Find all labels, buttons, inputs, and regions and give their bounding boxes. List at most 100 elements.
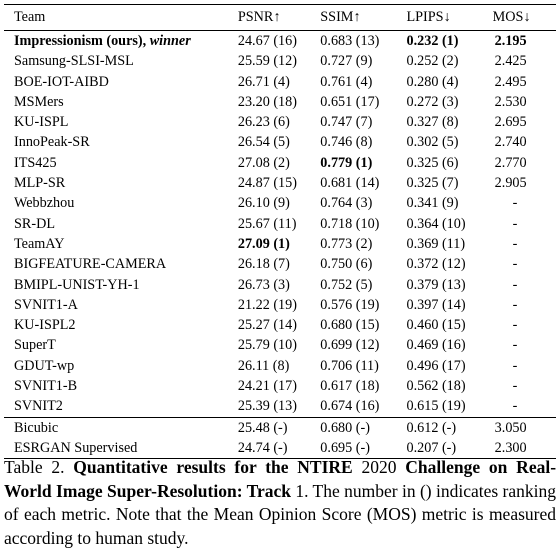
lpips-cell: 0.364 (10) [406,215,466,232]
psnr-cell: 25.27 (14) [237,317,297,334]
psnr-cell: 26.11 (8) [237,357,290,374]
team-cell: Impressionism (ours), winner [4,30,238,52]
header-team: Team [4,4,238,31]
team-cell: SVNIT1-A [14,296,78,313]
team-cell: Samsung-SLSI-MSL [14,53,134,70]
ssim-cell: 0.779 (1) [320,154,373,171]
mos-cell: - [512,276,518,293]
table-row: Webbzhou 26.10 (9) 0.764 (3) 0.341 (9) - [4,193,556,213]
psnr-cell: 24.74 (-) [237,437,321,460]
mos-cell: 2.300 [492,437,556,460]
team-cell: SR-DL [14,215,55,232]
lpips-cell: 0.612 (-) [406,416,493,438]
lpips-cell: 0.207 (-) [406,437,493,460]
ssim-cell: 0.764 (3) [320,195,373,212]
psnr-cell: 26.73 (3) [237,276,290,293]
team-cell: SuperT [14,337,56,354]
header-mos: MOS↓ [492,4,556,31]
team-cell: Webbzhou [14,195,75,212]
psnr-cell: 21.22 (19) [237,296,297,313]
lpips-cell: 0.562 (18) [406,378,466,395]
psnr-cell: 24.67 (16) [237,30,321,52]
ssim-cell: 0.651 (17) [320,93,380,110]
ssim-cell: 0.680 (-) [320,416,407,438]
mos-cell: 2.425 [494,53,527,70]
team-cell: BOE-IOT-AIBD [14,73,109,90]
table-row: InnoPeak-SR 26.54 (5) 0.746 (8) 0.302 (5) 2.… [4,132,556,152]
mos-cell: - [512,317,518,334]
table-row: SVNIT1-A 21.22 (19) 0.576 (19) 0.397 (14) - [4,295,556,315]
ssim-cell: 0.727 (9) [320,53,373,70]
table-row: TeamAY 27.09 (1) 0.773 (2) 0.369 (11) - [4,234,556,254]
table-row: ESRGAN Supervised 24.74 (-) 0.695 (-) 0.207… [4,437,556,460]
mos-cell: - [512,215,518,232]
table-row: MSMers 23.20 (18) 0.651 (17) 0.272 (3) 2.530 [4,92,556,112]
lpips-cell: 0.372 (12) [406,256,466,273]
psnr-cell: 26.54 (5) [237,134,290,151]
psnr-cell: 26.10 (9) [237,195,290,212]
header-psnr: PSNR↑ [237,4,321,31]
table-row: SuperT 25.79 (10) 0.699 (12) 0.469 (16) - [4,335,556,355]
mos-cell: - [512,337,518,354]
participants-body: Impressionism (ours), winner 24.67 (16) … [4,30,556,418]
team-cell: ITS425 [14,154,57,171]
baselines-body: Bicubic 25.48 (-) 0.680 (-) 0.612 (-) 3.050 E… [4,416,556,460]
table-row: Bicubic 25.48 (-) 0.680 (-) 0.612 (-) 3.050 [4,416,556,438]
mos-cell: 2.530 [494,93,527,110]
caption-title-part1: Quantitative results for the NTIRE [73,457,353,477]
mos-cell: 2.770 [494,154,527,171]
mos-cell: - [512,378,518,395]
team-cell: BIGFEATURE-CAMERA [14,256,167,273]
psnr-cell: 27.09 (1) [237,235,290,252]
table-row: BIGFEATURE-CAMERA 26.18 (7) 0.750 (6) 0.372… [4,254,556,274]
psnr-cell: 25.79 (10) [237,337,297,354]
table-row: KU-ISPL 26.23 (6) 0.747 (7) 0.327 (8) 2.695 [4,112,556,132]
lpips-cell: 0.327 (8) [406,114,459,131]
caption-label: Table 2. [4,457,65,477]
table-caption: Table 2. Quantitative results for the NT… [4,456,556,550]
mos-cell: - [512,398,518,415]
caption-title-part2: Challenge on Real-World Image Super-Reso… [4,457,557,501]
lpips-cell: 0.252 (2) [406,53,459,70]
lpips-cell: 0.232 (1) [406,30,493,52]
winner-label: winner [149,33,191,49]
ssim-cell: 0.680 (15) [320,317,380,334]
team-cell: MLP-SR [14,175,66,192]
ssim-cell: 0.752 (5) [320,276,373,293]
table-row: MLP-SR 24.87 (15) 0.681 (14) 0.325 (7) 2.905 [4,173,556,193]
mos-cell: - [512,235,518,252]
lpips-cell: 0.469 (16) [406,337,466,354]
mos-cell: 2.905 [494,175,527,192]
lpips-cell: 0.325 (6) [406,154,459,171]
mos-cell: 2.695 [494,114,527,131]
ssim-cell: 0.617 (18) [320,378,380,395]
psnr-cell: 24.87 (15) [237,175,297,192]
lpips-cell: 0.615 (19) [406,398,466,415]
table-row: BOE-IOT-AIBD 26.71 (4) 0.761 (4) 0.280 (4) 2… [4,72,556,92]
lpips-cell: 0.325 (7) [406,175,459,192]
psnr-cell: 25.67 (11) [237,215,297,232]
header-lpips: LPIPS↓ [406,4,493,31]
psnr-cell: 25.39 (13) [237,398,297,415]
mos-cell: 3.050 [492,416,556,438]
ssim-cell: 0.761 (4) [320,73,373,90]
ssim-cell: 0.681 (14) [320,175,380,192]
header-row: Team PSNR↑ SSIM↑ LPIPS↓ MOS↓ [4,4,556,31]
ssim-cell: 0.773 (2) [320,235,373,252]
mos-cell: 2.195 [492,30,556,52]
psnr-cell: 27.08 (2) [237,154,290,171]
ssim-cell: 0.683 (13) [320,30,407,52]
table-row: BMIPL-UNIST-YH-1 26.73 (3) 0.752 (5) 0.379 … [4,275,556,295]
team-cell: ESRGAN Supervised [4,437,238,460]
psnr-cell: 25.48 (-) [237,416,321,438]
mos-cell: - [512,357,518,374]
table-row: ITS425 27.08 (2) 0.779 (1) 0.325 (6) 2.770 [4,153,556,173]
table-row: SVNIT1-B 24.21 (17) 0.617 (18) 0.562 (18) - [4,376,556,396]
team-cell: SVNIT2 [14,398,63,415]
lpips-cell: 0.341 (9) [406,195,459,212]
psnr-cell: 24.21 (17) [237,378,297,395]
team-name: Impressionism (ours), [14,33,150,49]
results-table: Team PSNR↑ SSIM↑ LPIPS↓ MOS↓ Impressioni… [4,4,556,460]
table-row: Impressionism (ours), winner 24.67 (16) … [4,30,556,52]
team-cell: InnoPeak-SR [14,134,90,151]
